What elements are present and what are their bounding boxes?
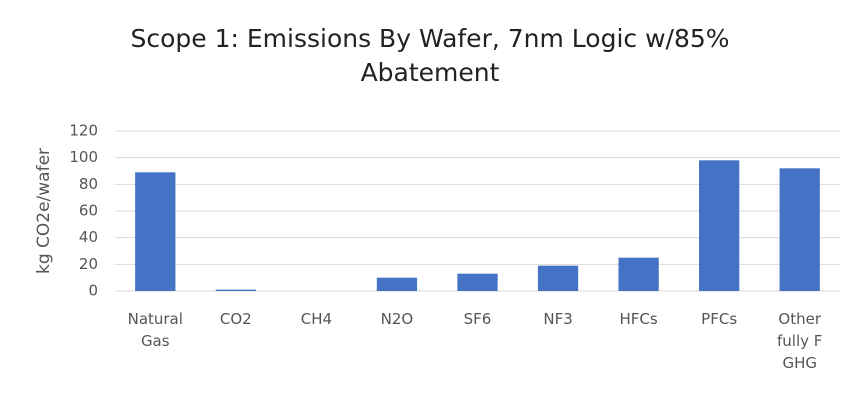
x-tick-label: N2O: [380, 310, 414, 328]
bar: [135, 172, 176, 291]
y-tick-label: 20: [79, 255, 98, 273]
x-tick-label: HFCs: [619, 310, 658, 328]
x-tick-label: SF6: [463, 310, 492, 328]
y-axis-label: kg CO2e/wafer: [34, 148, 54, 274]
chart-title: Scope 1: Emissions By Wafer, 7nm Logic w…: [130, 24, 730, 87]
x-tick-label: Natural Gas: [127, 310, 183, 350]
y-tick-label: 120: [69, 122, 98, 140]
x-tick-label: CH4: [300, 310, 333, 328]
bar: [376, 277, 418, 291]
bar: [537, 265, 579, 291]
bar: [779, 168, 820, 291]
x-tick-label: NF3: [543, 310, 573, 328]
bar: [457, 273, 498, 291]
y-tick-label: 0: [88, 282, 98, 300]
x-tick-label: CO2: [219, 310, 252, 328]
y-tick-label: 40: [79, 228, 98, 246]
bar: [618, 257, 659, 291]
x-tick-label: Other fully F GHG: [777, 310, 823, 372]
bar: [699, 160, 740, 291]
bar: [215, 289, 256, 291]
y-tick-label: 80: [79, 175, 98, 193]
y-tick-label: 60: [79, 202, 98, 220]
x-tick-label: PFCs: [701, 310, 738, 328]
y-tick-label: 100: [69, 148, 98, 166]
